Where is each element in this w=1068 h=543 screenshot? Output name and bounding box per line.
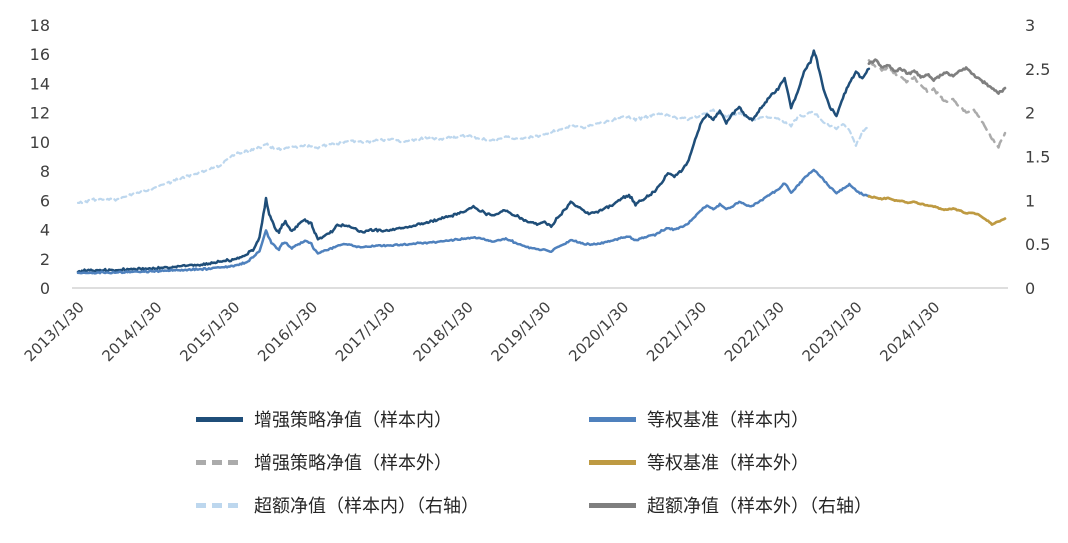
legend-label: 超额净值（样本内）（右轴） xyxy=(254,496,479,517)
left-axis-tick-label: 4 xyxy=(40,221,50,240)
x-axis-tick-label: 2017/1/30 xyxy=(332,298,399,365)
legend-label: 增强策略净值（样本外） xyxy=(254,453,452,474)
legend-item-benchmark-out-of-sample: 等权基准（样本外） xyxy=(589,449,872,475)
legend-swatch-lightblue-dashed xyxy=(196,502,243,508)
legend-swatch-blue-solid xyxy=(589,416,636,422)
right-axis-tick-label: 2.5 xyxy=(1025,60,1050,79)
series-line-0 xyxy=(76,108,870,205)
legend-label: 等权基准（样本内） xyxy=(647,410,809,431)
x-axis-tick-label: 2021/1/30 xyxy=(643,298,710,365)
left-axis-tick-label: 18 xyxy=(30,16,50,35)
right-axis-tick-label: 3 xyxy=(1025,16,1035,35)
left-axis-tick-label: 12 xyxy=(30,104,50,123)
x-axis-tick-label: 2015/1/30 xyxy=(176,298,243,365)
x-axis-tick-label: 2014/1/30 xyxy=(98,298,165,365)
legend-item-strategy-in-sample: 增强策略净值（样本内） xyxy=(196,406,479,432)
legend-item-excess-in-sample: 超额净值（样本内）（右轴） xyxy=(196,492,479,518)
right-axis-tick-label: 1 xyxy=(1025,191,1035,210)
legend-item-excess-out-of-sample: 超额净值（样本外）（右轴） xyxy=(589,492,872,518)
legend-swatch-darkgray-solid xyxy=(589,502,636,508)
legend-swatch-navy-solid xyxy=(196,416,243,422)
x-axis-tick-label: 2022/1/30 xyxy=(721,298,788,365)
left-axis-tick-label: 10 xyxy=(30,133,50,152)
x-axis-tick-label: 2020/1/30 xyxy=(565,298,632,365)
x-axis-tick-label: 2018/1/30 xyxy=(410,298,477,365)
legend-item-strategy-out-of-sample: 增强策略净值（样本外） xyxy=(196,449,479,475)
series-line-4 xyxy=(867,195,1007,226)
x-axis-tick-label: 2019/1/30 xyxy=(487,298,554,365)
chart-legend: 增强策略净值（样本内） 等权基准（样本内） 增强策略净值（样本外） 等权基准（样… xyxy=(0,406,1068,518)
left-axis-tick-label: 0 xyxy=(40,279,50,298)
right-axis-tick-label: 2 xyxy=(1025,104,1035,123)
legend-label: 等权基准（样本外） xyxy=(647,453,809,474)
legend-label: 增强策略净值（样本内） xyxy=(254,410,452,431)
legend-label: 超额净值（样本外）（右轴） xyxy=(647,496,872,517)
x-axis-tick-label: 2023/1/30 xyxy=(799,298,866,365)
right-axis-tick-label: 1.5 xyxy=(1025,148,1050,167)
x-axis-tick-label: 2016/1/30 xyxy=(254,298,321,365)
legend-swatch-gray-dashed xyxy=(196,459,243,465)
legend-item-benchmark-in-sample: 等权基准（样本内） xyxy=(589,406,872,432)
left-axis-tick-label: 8 xyxy=(40,162,50,181)
x-axis-tick-label: 2024/1/30 xyxy=(876,298,943,365)
legend-swatch-gold-solid xyxy=(589,459,636,465)
series-line-2 xyxy=(76,168,871,275)
left-axis-tick-label: 14 xyxy=(30,74,50,93)
series-line-3 xyxy=(867,59,1007,149)
series-line-5 xyxy=(867,58,1007,95)
right-axis-tick-label: 0.5 xyxy=(1025,235,1050,254)
right-axis-tick-label: 0 xyxy=(1025,279,1035,298)
series-line-1 xyxy=(76,49,871,274)
left-axis-tick-label: 16 xyxy=(30,45,50,64)
x-axis-tick-label: 2013/1/30 xyxy=(21,298,88,365)
left-axis-tick-label: 2 xyxy=(40,250,50,269)
left-axis-tick-label: 6 xyxy=(40,191,50,210)
